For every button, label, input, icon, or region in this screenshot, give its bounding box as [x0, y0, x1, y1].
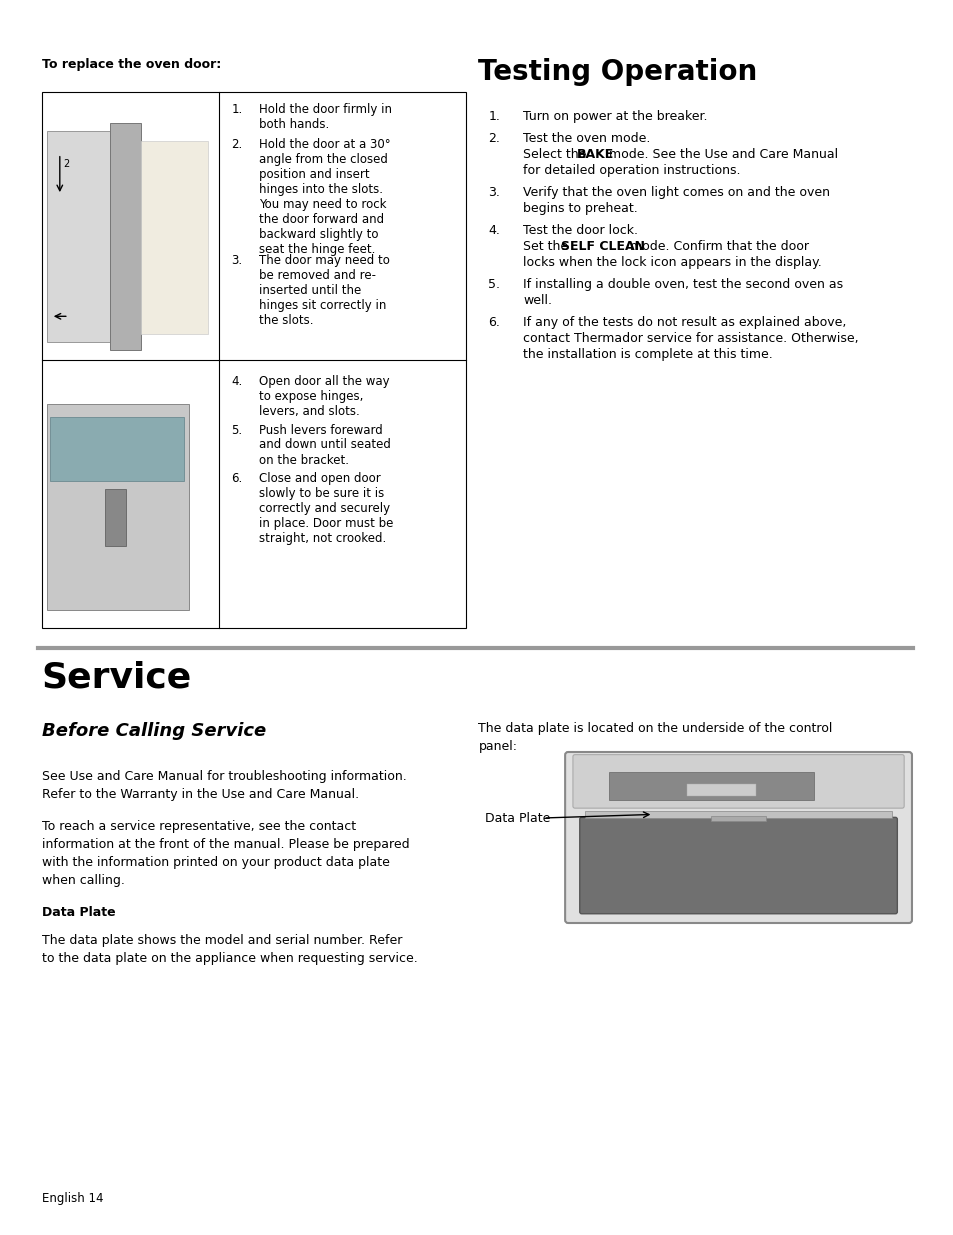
Text: Open door all the way
to expose hinges,
levers, and slots.: Open door all the way to expose hinges, …	[259, 375, 390, 417]
Bar	[111, 122, 140, 350]
Text: Push levers foreward
and down until seated
on the bracket.: Push levers foreward and down until seat…	[259, 424, 391, 467]
Text: Testing Operation: Testing Operation	[477, 58, 757, 86]
Text: Verify that the oven light comes on and the oven: Verify that the oven light comes on and …	[522, 186, 829, 199]
Bar	[51, 416, 184, 482]
Text: If installing a double oven, test the second oven as: If installing a double oven, test the se…	[522, 278, 842, 291]
Text: The door may need to
be removed and re-
inserted until the
hinges sit correctly : The door may need to be removed and re- …	[259, 254, 390, 327]
Bar	[584, 811, 891, 818]
Text: well.: well.	[522, 294, 552, 308]
Text: 3.: 3.	[488, 186, 499, 199]
Text: 2: 2	[63, 159, 69, 169]
Text: Turn on power at the breaker.: Turn on power at the breaker.	[522, 110, 707, 124]
Text: begins to preheat.: begins to preheat.	[522, 203, 638, 215]
Bar	[140, 141, 208, 335]
Text: Data Plate: Data Plate	[485, 811, 550, 825]
Text: If any of the tests do not result as explained above,: If any of the tests do not result as exp…	[522, 316, 845, 329]
Text: Close and open door
slowly to be sure it is
correctly and securely
in place. Doo: Close and open door slowly to be sure it…	[259, 472, 393, 545]
Text: for detailed operation instructions.: for detailed operation instructions.	[522, 164, 740, 177]
Text: 4.: 4.	[231, 375, 242, 388]
Text: English 14: English 14	[42, 1192, 103, 1205]
Text: The data plate shows the model and serial number. Refer
to the data plate on the: The data plate shows the model and seria…	[42, 934, 417, 965]
Text: 6.: 6.	[231, 472, 242, 485]
Text: Select the: Select the	[522, 148, 590, 161]
Text: 5.: 5.	[488, 278, 500, 291]
FancyBboxPatch shape	[564, 752, 911, 923]
Text: Hold the door firmly in
both hands.: Hold the door firmly in both hands.	[259, 103, 392, 131]
Text: 1.: 1.	[488, 110, 499, 124]
Text: 6.: 6.	[488, 316, 499, 329]
Text: 2.: 2.	[231, 138, 242, 151]
FancyBboxPatch shape	[573, 755, 903, 808]
Text: locks when the lock icon appears in the display.: locks when the lock icon appears in the …	[522, 256, 821, 269]
Text: 4.: 4.	[488, 224, 499, 237]
Text: To replace the oven door:: To replace the oven door:	[42, 58, 221, 70]
Bar	[42, 91, 466, 629]
Text: 5.: 5.	[231, 424, 242, 436]
Text: 3.: 3.	[231, 254, 242, 267]
Text: the installation is complete at this time.: the installation is complete at this tim…	[522, 348, 772, 361]
Text: Test the door lock.: Test the door lock.	[522, 224, 638, 237]
Text: 1.: 1.	[231, 103, 242, 116]
Text: SELF CLEAN: SELF CLEAN	[560, 240, 644, 253]
FancyBboxPatch shape	[579, 818, 897, 914]
Text: Set the: Set the	[522, 240, 572, 253]
Text: The data plate is located on the underside of the control
panel:: The data plate is located on the undersi…	[477, 722, 832, 753]
Text: mode. Confirm that the door: mode. Confirm that the door	[625, 240, 808, 253]
Text: Hold the door at a 30°
angle from the closed
position and insert
hinges into the: Hold the door at a 30° angle from the cl…	[259, 138, 391, 256]
Text: 2.: 2.	[488, 132, 499, 144]
Text: Service: Service	[42, 659, 192, 694]
Bar	[608, 772, 813, 799]
Text: To reach a service representative, see the contact
information at the front of t: To reach a service representative, see t…	[42, 820, 409, 887]
Bar	[47, 404, 189, 610]
Bar	[711, 816, 765, 821]
Text: contact Thermador service for assistance. Otherwise,: contact Thermador service for assistance…	[522, 332, 858, 345]
Text: Data Plate: Data Plate	[42, 906, 115, 919]
Text: Before Calling Service: Before Calling Service	[42, 722, 266, 740]
Text: Test the oven mode.: Test the oven mode.	[522, 132, 650, 144]
Bar	[106, 489, 126, 546]
Bar	[47, 131, 111, 342]
Text: BAKE: BAKE	[577, 148, 614, 161]
Text: mode. See the Use and Care Manual: mode. See the Use and Care Manual	[604, 148, 838, 161]
Text: See Use and Care Manual for troubleshooting information.
Refer to the Warranty i: See Use and Care Manual for troubleshoot…	[42, 769, 406, 802]
Bar	[687, 784, 755, 797]
